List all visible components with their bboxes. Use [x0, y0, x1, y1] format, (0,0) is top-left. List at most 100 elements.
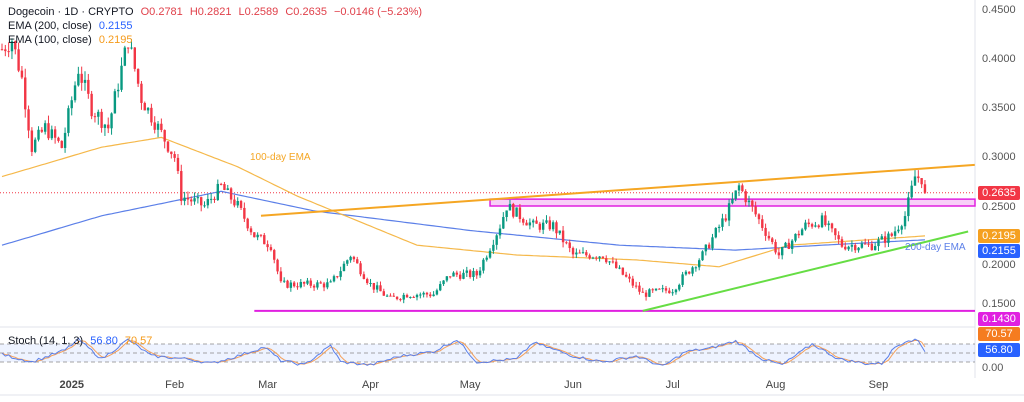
candle: [615, 258, 618, 269]
candle: [578, 249, 581, 254]
candle-body: [180, 171, 183, 202]
candle: [27, 105, 30, 139]
candle-body: [698, 260, 701, 268]
candle-body: [691, 267, 694, 274]
candle: [907, 191, 910, 222]
candle-body: [588, 255, 591, 259]
candle: [887, 231, 890, 247]
candle: [777, 247, 781, 259]
candle: [336, 275, 339, 279]
candle: [279, 267, 283, 283]
candle-body: [767, 235, 771, 239]
candle: [744, 189, 747, 207]
candle: [532, 218, 535, 228]
candle: [704, 244, 708, 256]
candle: [601, 256, 605, 259]
candle-body: [522, 219, 525, 223]
candle-body: [747, 200, 751, 203]
candle: [229, 187, 233, 204]
candle-body: [751, 200, 754, 207]
symbol-title[interactable]: Dogecoin · 1D · CRYPTO: [8, 6, 134, 18]
candle-body: [532, 220, 535, 223]
candle: [186, 191, 190, 206]
candle-body: [190, 199, 193, 202]
candle-body: [329, 281, 332, 283]
candle-body: [336, 276, 339, 278]
candle: [917, 170, 920, 183]
candle-body: [817, 225, 820, 228]
candle: [53, 126, 57, 144]
candle-body: [824, 215, 827, 226]
candle: [674, 288, 678, 295]
candle: [246, 217, 249, 232]
candle: [219, 182, 223, 186]
candle-body: [661, 288, 664, 290]
candle: [263, 232, 266, 245]
candle-body: [790, 240, 794, 249]
candle: [734, 190, 737, 202]
candle: [548, 216, 551, 231]
candle: [319, 280, 322, 284]
stoch-k-tag: 56.80: [978, 343, 1020, 357]
candle-body: [34, 139, 37, 152]
candle-body: [917, 176, 920, 179]
ema100-legend[interactable]: EMA (100, close) 0.2195: [8, 34, 136, 47]
candle: [299, 278, 302, 289]
ema200-legend[interactable]: EMA (200, close) 0.2155: [8, 20, 136, 33]
price-tick-label: 0.2500: [982, 200, 1016, 213]
candle: [369, 278, 372, 287]
candle: [322, 281, 326, 292]
candle: [910, 180, 913, 199]
candle: [724, 214, 727, 223]
candle-body: [442, 280, 445, 285]
candle: [485, 255, 488, 262]
candle-body: [117, 89, 120, 92]
candle-body: [827, 223, 830, 226]
candle-body: [495, 235, 498, 245]
candle: [449, 276, 452, 279]
candle: [844, 242, 847, 251]
ema100-label: EMA (100, close): [8, 34, 92, 46]
candle: [508, 199, 512, 211]
candle-body: [558, 230, 561, 234]
candle: [442, 280, 445, 286]
candle-body: [319, 282, 322, 284]
candle: [226, 184, 229, 191]
candle: [611, 256, 615, 264]
candle: [638, 281, 641, 295]
candle: [824, 211, 827, 227]
candle-body: [538, 223, 542, 230]
candle-body: [24, 77, 27, 110]
candle: [741, 183, 744, 193]
candle-body: [100, 111, 103, 128]
candle-body: [727, 203, 731, 221]
candle: [867, 239, 870, 247]
candle: [73, 81, 77, 103]
price-tick-label: 0.4000: [982, 52, 1016, 65]
candle-body: [907, 197, 910, 217]
candle-body: [810, 224, 814, 227]
candle: [458, 271, 462, 281]
candle-body: [173, 154, 176, 158]
candle-body: [213, 198, 216, 200]
price-tick-label: 0.3000: [982, 150, 1016, 163]
candle: [10, 38, 14, 60]
candle: [100, 108, 103, 133]
stoch-legend[interactable]: Stoch (14, 1, 3) 56.80 70.57: [8, 335, 156, 348]
candle: [150, 103, 153, 126]
candle-body: [475, 271, 478, 276]
candle: [50, 125, 53, 141]
candle: [326, 278, 329, 290]
candle-body: [183, 197, 186, 202]
candle-body: [73, 85, 77, 101]
candle-body: [332, 276, 336, 282]
candle-body: [389, 295, 392, 297]
resistance-trendline: [260, 163, 975, 217]
candle-body: [170, 151, 173, 155]
candle-body: [342, 263, 346, 272]
candle: [698, 258, 701, 271]
stoch-k-value: 56.80: [90, 335, 118, 347]
candle: [717, 224, 721, 233]
